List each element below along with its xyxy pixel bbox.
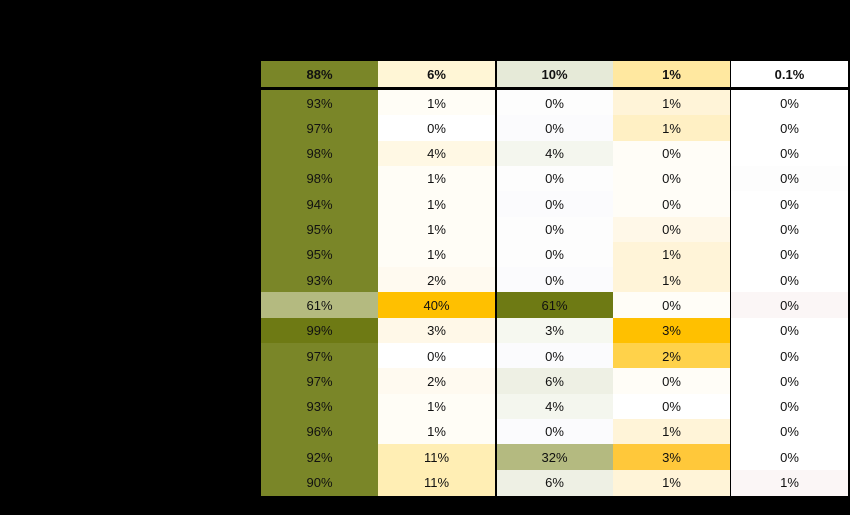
heatmap-cell: 0%: [731, 90, 848, 116]
heatmap-cell: 0%: [613, 191, 730, 218]
heatmap-cell: 0%: [496, 267, 613, 294]
heatmap-cell: 11%: [378, 469, 495, 496]
heatmap-cell: 1%: [378, 393, 495, 420]
heatmap-cell: 0%: [731, 191, 848, 218]
column-header: 88%: [261, 61, 378, 87]
heatmap-cell: 1%: [613, 469, 730, 496]
heatmap-cell: 0%: [496, 90, 613, 116]
heatmap-cell: 2%: [613, 343, 730, 369]
heatmap-cell: 0%: [613, 292, 730, 319]
heatmap-cell: 2%: [378, 267, 495, 294]
heatmap-cell: 98%: [261, 140, 378, 167]
heatmap-cell: 0%: [731, 317, 848, 344]
column-separator: [495, 61, 497, 515]
column-header: 6%: [378, 61, 495, 87]
heatmap-cell: 0%: [613, 140, 730, 167]
heatmap-cell: 1%: [613, 241, 730, 268]
heatmap-cell: 0%: [496, 343, 613, 369]
column-header: 10%: [496, 61, 613, 87]
heatmap-cell: 1%: [613, 418, 730, 445]
heatmap-cell: 93%: [261, 267, 378, 294]
heatmap-cell: 97%: [261, 115, 378, 142]
heatmap-cell: 0%: [731, 393, 848, 420]
column-header: 1%: [613, 61, 730, 87]
heatmap-cell: 3%: [613, 317, 730, 344]
heatmap-cell: 97%: [261, 343, 378, 369]
heatmap-cell: 94%: [261, 191, 378, 218]
heatmap-cell: 1%: [378, 90, 495, 116]
heatmap-cell: 0%: [731, 444, 848, 471]
header-separator: [261, 87, 850, 90]
heatmap-cell: 0%: [613, 216, 730, 243]
heatmap-cell: 1%: [613, 90, 730, 116]
heatmap-cell: 0%: [496, 191, 613, 218]
heatmap-cell: 0%: [731, 292, 848, 319]
heatmap-cell: 11%: [378, 444, 495, 471]
heatmap-cell: 32%: [496, 444, 613, 471]
heatmap-cell: 0%: [496, 216, 613, 243]
heatmap-cell: 1%: [613, 267, 730, 294]
heatmap-cell: 96%: [261, 418, 378, 445]
heatmap-cell: 0%: [613, 165, 730, 192]
heatmap-cell: 90%: [261, 469, 378, 496]
heatmap-cell: 0%: [731, 418, 848, 445]
column-header: 0.1%: [731, 61, 848, 87]
heatmap-cell: 1%: [378, 216, 495, 243]
heatmap-cell: 4%: [496, 393, 613, 420]
heatmap-cell: 0%: [613, 393, 730, 420]
heatmap-cell: 0%: [731, 216, 848, 243]
heatmap-cell: 0%: [378, 343, 495, 369]
heatmap-cell: 0%: [731, 165, 848, 192]
heatmap-cell: 1%: [378, 191, 495, 218]
heatmap-cell: 0%: [731, 140, 848, 167]
heatmap-cell: 1%: [378, 165, 495, 192]
heatmap-cell: 61%: [261, 292, 378, 319]
heatmap-cell: 0%: [378, 115, 495, 142]
heatmap-cell: 6%: [496, 368, 613, 395]
heatmap-cell: 0%: [731, 343, 848, 369]
heatmap-cell: 97%: [261, 368, 378, 395]
heatmap-cell: 1%: [613, 115, 730, 142]
heatmap-cell: 4%: [496, 140, 613, 167]
heatmap-cell: 3%: [378, 317, 495, 344]
heatmap-cell: 92%: [261, 444, 378, 471]
heatmap-cell: 1%: [378, 418, 495, 445]
heatmap-cell: 0%: [496, 241, 613, 268]
heatmap-cell: 95%: [261, 216, 378, 243]
heatmap-cell: 0%: [496, 115, 613, 142]
heatmap-cell: 98%: [261, 165, 378, 192]
heatmap-cell: 1%: [378, 241, 495, 268]
heatmap-cell: 0%: [731, 368, 848, 395]
heatmap-cell: 1%: [731, 469, 848, 496]
heatmap-cell: 40%: [378, 292, 495, 319]
heatmap-cell: 99%: [261, 317, 378, 344]
heatmap-cell: 95%: [261, 241, 378, 268]
heatmap-cell: 93%: [261, 90, 378, 116]
heatmap-cell: 0%: [731, 267, 848, 294]
heatmap-cell: 0%: [731, 241, 848, 268]
heatmap-cell: 0%: [496, 418, 613, 445]
heatmap-cell: 93%: [261, 393, 378, 420]
heatmap-cell: 0%: [613, 368, 730, 395]
heatmap-cell: 61%: [496, 292, 613, 319]
heatmap-cell: 0%: [496, 165, 613, 192]
heatmap-cell: 4%: [378, 140, 495, 167]
heatmap-cell: 3%: [613, 444, 730, 471]
heatmap-cell: 0%: [731, 115, 848, 142]
heatmap-cell: 3%: [496, 317, 613, 344]
heatmap-cell: 6%: [496, 469, 613, 496]
heatmap-cell: 2%: [378, 368, 495, 395]
